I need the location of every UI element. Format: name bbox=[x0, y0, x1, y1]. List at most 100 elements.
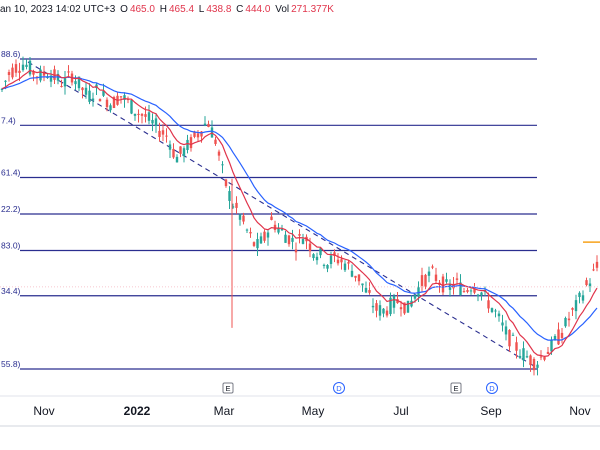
candle-body bbox=[294, 249, 298, 253]
candle-body bbox=[501, 322, 504, 326]
candle-body bbox=[280, 228, 284, 231]
candle-body bbox=[567, 318, 571, 321]
candle-body bbox=[585, 280, 588, 286]
candle-body bbox=[455, 278, 459, 280]
candle-body bbox=[256, 239, 259, 249]
candle-body bbox=[81, 87, 84, 91]
candle-body bbox=[389, 297, 392, 315]
candle-body bbox=[231, 206, 235, 208]
candle-body bbox=[336, 259, 340, 264]
candle-body bbox=[368, 290, 371, 293]
candle-body bbox=[221, 164, 224, 166]
x-tick-label: May bbox=[302, 404, 325, 418]
candle-body bbox=[532, 358, 536, 371]
candle-body bbox=[63, 78, 67, 87]
fib-level-label: 61.4) bbox=[1, 167, 21, 177]
candle-body bbox=[151, 119, 154, 124]
header-close-label: C bbox=[236, 4, 244, 15]
candle-body bbox=[508, 329, 511, 347]
candle-body bbox=[217, 151, 221, 156]
candle-body bbox=[21, 64, 25, 71]
candle-body bbox=[476, 294, 480, 297]
candle-body bbox=[238, 214, 242, 220]
candle-body bbox=[420, 275, 424, 286]
candle-body bbox=[399, 307, 403, 310]
earnings-marker bbox=[222, 382, 234, 394]
fib-level-label: 83.0) bbox=[1, 241, 21, 251]
candle-body bbox=[11, 67, 14, 78]
candle-body bbox=[347, 262, 350, 264]
ema-fast-line bbox=[1, 69, 598, 358]
fib-level-label: 22.2) bbox=[1, 204, 21, 214]
candle-body bbox=[375, 303, 378, 311]
candle-body bbox=[466, 290, 469, 292]
candle-body bbox=[18, 70, 21, 73]
candle-body bbox=[25, 64, 28, 67]
candle-body bbox=[515, 342, 518, 351]
candle-body bbox=[396, 299, 399, 304]
candle-body bbox=[105, 99, 109, 108]
candle-body bbox=[406, 300, 410, 313]
fib-level-label: 55.8) bbox=[1, 359, 21, 369]
candle-body bbox=[536, 364, 539, 368]
candle-body bbox=[67, 71, 70, 73]
candle-body bbox=[413, 294, 417, 299]
dividend-marker-label: D bbox=[489, 384, 495, 393]
earnings-marker bbox=[450, 382, 462, 394]
header-date: an 10, 2023 14:02 UTC+3 bbox=[0, 4, 116, 15]
candle-body bbox=[242, 215, 245, 222]
x-tick-label: Nov bbox=[33, 404, 54, 418]
candle-body bbox=[434, 274, 438, 281]
candle-body bbox=[525, 356, 529, 358]
candle-body bbox=[361, 283, 364, 286]
x-tick-label: Jul bbox=[393, 404, 408, 418]
candle-body bbox=[529, 355, 532, 366]
fib-level-label: 7.4) bbox=[1, 115, 16, 125]
candle-body bbox=[595, 261, 599, 268]
candle-body bbox=[441, 276, 445, 293]
candle-body bbox=[49, 75, 53, 82]
candle-body bbox=[84, 87, 88, 95]
candle-body bbox=[385, 310, 389, 316]
candle-body bbox=[522, 348, 525, 361]
candle-body bbox=[175, 156, 179, 163]
candle-body bbox=[172, 148, 175, 158]
candle-body bbox=[91, 98, 95, 101]
candle-body bbox=[518, 355, 522, 358]
candle-body bbox=[119, 96, 123, 98]
candle-body bbox=[137, 113, 140, 115]
candle-body bbox=[147, 112, 151, 121]
candle-body bbox=[480, 292, 483, 296]
candle-body bbox=[511, 334, 515, 336]
candle-body bbox=[543, 356, 546, 360]
candle-body bbox=[588, 283, 592, 287]
candle-body bbox=[539, 356, 543, 358]
candle-body bbox=[60, 85, 63, 87]
candle-body bbox=[487, 300, 490, 309]
candle-body bbox=[578, 292, 581, 298]
candle-body bbox=[298, 234, 301, 236]
candle-body bbox=[574, 300, 578, 312]
dividend-marker bbox=[333, 382, 345, 394]
candle-body bbox=[0, 88, 4, 90]
candle-body bbox=[357, 274, 361, 282]
candle-body bbox=[350, 270, 354, 277]
candle-body bbox=[319, 248, 322, 256]
candle-body bbox=[158, 130, 161, 138]
candle-body bbox=[564, 317, 567, 327]
candle-body bbox=[88, 90, 91, 102]
header-volume-label: Vol bbox=[275, 4, 290, 15]
candle-body bbox=[245, 229, 249, 231]
candle-body bbox=[196, 133, 200, 138]
candle-body bbox=[74, 81, 77, 85]
fib-level-label: 34.4) bbox=[1, 286, 21, 296]
candle-body bbox=[165, 135, 168, 137]
candle-body bbox=[473, 288, 476, 293]
candle-body bbox=[161, 130, 165, 135]
candle-body bbox=[497, 313, 501, 317]
x-tick-label: Mar bbox=[214, 404, 235, 418]
x-tick-label: 2022 bbox=[124, 404, 151, 418]
